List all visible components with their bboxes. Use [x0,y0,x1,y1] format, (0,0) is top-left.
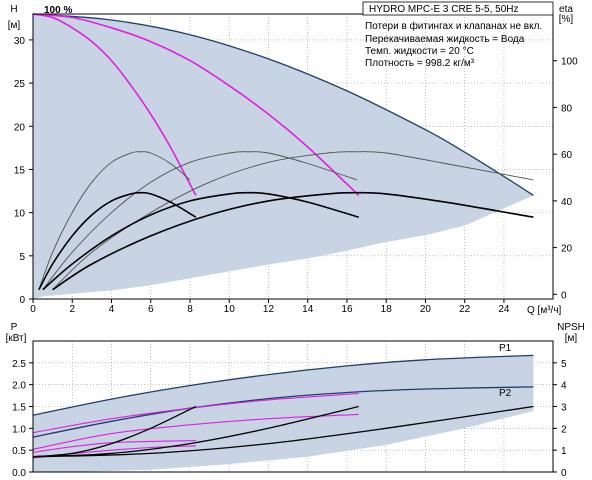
top-series [32,13,534,291]
top-yl-ticklabel-25: 25 [14,79,26,90]
top-x-ticks: 0 2 4 6 8 10 12 14 16 18 20 22 24 [30,299,510,315]
top-curve-head-2pump [32,13,360,196]
top-x-ticklabel-8: 8 [187,304,193,315]
bottom-yl-ticklabel-3: 1.5 [12,403,26,414]
note-line-2: Перекачиваемая жидкость = Вода [365,34,525,45]
bottom-ylabel-right-unit: [м] [565,333,578,344]
note-line-4: Плотность = 998.2 кг/м³ [365,58,475,69]
top-curve-head-1pump [32,13,197,196]
top-curve-eta-thin-1 [38,151,191,290]
top-ylabel-left-unit: [м] [8,20,21,31]
bottom-curve-P1 [32,354,534,416]
top-x-ticklabel-18: 18 [381,304,393,315]
bottom-curve-P2 [32,386,534,438]
top-x-ticklabel-2: 2 [69,304,75,315]
bottom-curve-P-mag-2 [32,413,359,450]
top-y-ticks-right: 0 20 40 60 80 100 [553,57,578,301]
top-ylabel-right-eta: eta [559,4,573,15]
top-curve-eta-thick-1 [38,191,197,291]
top-xlabel: Q [м³/ч] [527,305,562,316]
bottom-y-ticks-left: 0.0 0.5 1.0 1.5 2.0 2.5 [12,359,33,479]
top-curve-head-max [32,13,534,196]
top-x-ticklabel-14: 14 [302,304,314,315]
bottom-curve-npsh-2 [32,405,359,458]
top-x-ticklabel-16: 16 [341,304,353,315]
bottom-yl-ticklabel-1: 0.5 [12,446,26,457]
power-envelope-area [33,355,534,472]
top-yr-ticklabel-20: 20 [561,244,573,255]
bottom-curve-P-mag-1 [32,392,359,434]
top-yr-ticklabel-100: 100 [561,57,578,68]
top-plot-frame [32,13,554,300]
bottom-yl-ticklabel-4: 2.0 [12,381,26,392]
bottom-series [32,354,534,459]
top-curve-eta-thin-2 [42,151,357,290]
title-box [362,1,554,16]
top-yl-ticklabel-0: 0 [19,295,25,306]
legend-p1: P1 [499,343,512,354]
top-x-ticklabel-0: 0 [30,304,36,315]
bottom-ylabel-left-unit: [кВт] [6,333,27,344]
top-curve-eta-thick-3 [52,191,534,291]
bottom-yr-ticklabel-1: 1 [561,446,567,457]
top-yr-ticklabel-60: 60 [561,150,573,161]
bottom-yl-ticklabel-5: 2.5 [12,359,26,370]
top-x-ticklabel-4: 4 [109,304,115,315]
bottom-yr-ticklabel-2: 2 [561,424,567,435]
legend-p2: P2 [499,388,512,399]
top-x-ticklabel-20: 20 [420,304,432,315]
bottom-ylabel-left-p: P [11,322,18,333]
top-x-ticklabel-10: 10 [224,304,236,315]
top-curve-eta-thin-3 [52,151,534,291]
bottom-yr-ticklabel-5: 5 [561,359,567,370]
note-line-3: Темп. жидкости = 20 °C [365,46,474,57]
top-x-ticklabel-24: 24 [498,304,510,315]
bottom-yr-ticklabel-0: 0 [561,468,567,479]
top-ylabel-left-h: H [10,4,17,15]
top-yl-ticklabel-15: 15 [14,165,26,176]
top-yr-ticklabel-80: 80 [561,103,573,114]
bottom-curve-P-mag-3 [32,440,196,453]
top-x-ticklabel-12: 12 [263,304,275,315]
top-curve-eta-thick-2 [42,191,359,291]
top-yr-ticklabel-40: 40 [561,197,573,208]
bottom-yr-ticklabel-3: 3 [561,403,567,414]
top-x-ticklabel-6: 6 [148,304,154,315]
chart-title: HYDRO MPC-E 3 CRE 5-5, 50Hz [369,4,518,15]
bottom-yl-ticklabel-0: 0.0 [12,468,26,479]
speed-label: 100 % [44,5,72,16]
note-line-1: Потери в фитингах и клапанах не вкл. [365,20,542,32]
top-yl-ticklabel-20: 20 [14,122,26,133]
bottom-curve-npsh-1 [32,405,197,458]
top-ylabel-right-unit: [%] [559,14,574,25]
bottom-y-ticks-right: 0 1 2 3 4 5 [553,359,567,479]
top-y-ticks-left: 0 5 10 15 20 25 30 [14,36,33,306]
bottom-yr-ticklabel-4: 4 [561,381,567,392]
top-yl-ticklabel-30: 30 [14,36,26,47]
bottom-curve-npsh-3 [32,405,534,458]
bottom-ylabel-right-npsh: NPSH [557,322,585,333]
bottom-yl-ticklabel-2: 1.0 [12,424,26,435]
top-yl-ticklabel-10: 10 [14,209,26,220]
top-yl-ticklabel-5: 5 [19,252,25,263]
top-x-ticklabel-22: 22 [459,304,471,315]
top-yr-ticklabel-0: 0 [561,290,567,301]
